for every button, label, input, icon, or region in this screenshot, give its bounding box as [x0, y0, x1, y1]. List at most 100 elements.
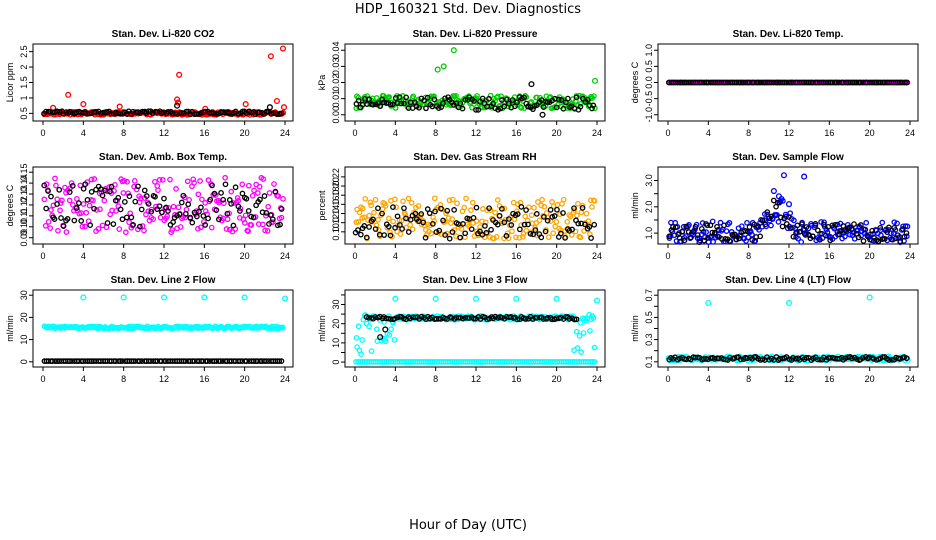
- data-point: [189, 219, 196, 226]
- data-point: [746, 224, 753, 230]
- data-point: [482, 223, 488, 229]
- data-point: [381, 232, 388, 238]
- data-point: [239, 181, 246, 188]
- data-point: [879, 236, 886, 242]
- data-point: [277, 221, 283, 228]
- data-point: [681, 237, 688, 244]
- data-point: [408, 199, 415, 206]
- y-tick-label: 0: [331, 360, 341, 365]
- data-point: [119, 358, 126, 364]
- data-point: [197, 178, 203, 184]
- data-point: [372, 196, 379, 203]
- data-point: [187, 214, 194, 221]
- data-point: [280, 196, 286, 202]
- x-tick-label: 16: [199, 128, 209, 138]
- data-point: [522, 316, 529, 322]
- data-point: [421, 222, 428, 229]
- data-point: [702, 234, 708, 241]
- y-axis-label: ml/min: [630, 315, 640, 342]
- data-point: [222, 181, 229, 188]
- data-point: [368, 202, 375, 209]
- y-tick-label: 0.1: [644, 356, 654, 369]
- data-point: [567, 213, 574, 220]
- data-point: [242, 212, 249, 219]
- data-point: [361, 214, 368, 221]
- data-point: [201, 219, 207, 225]
- data-point: [366, 96, 372, 103]
- y-tick-label: 0.14: [331, 205, 341, 223]
- data-point: [88, 188, 95, 195]
- data-point: [759, 217, 766, 224]
- data-point: [78, 218, 85, 224]
- x-tick-label: 0: [665, 251, 670, 261]
- data-point: [503, 233, 510, 239]
- series-reference: [666, 353, 910, 363]
- x-tick-label: 20: [865, 251, 875, 261]
- y-tick-label: 0.03: [331, 58, 341, 76]
- data-point: [542, 228, 549, 235]
- data-point: [198, 224, 204, 231]
- data-point: [851, 221, 857, 227]
- data-point: [690, 228, 697, 235]
- data-point: [833, 79, 840, 86]
- data-point: [221, 200, 227, 206]
- data-point: [431, 93, 437, 100]
- data-point: [152, 178, 158, 185]
- data-point: [780, 198, 786, 204]
- data-point: [718, 236, 725, 242]
- data-point: [834, 221, 841, 228]
- data-point: [372, 226, 379, 232]
- data-point: [855, 234, 862, 241]
- data-point: [886, 357, 892, 363]
- data-point: [156, 203, 163, 210]
- x-tick-label: 8: [121, 128, 126, 138]
- data-point: [666, 233, 673, 240]
- data-point: [444, 207, 451, 214]
- data-point: [42, 222, 49, 229]
- data-point: [405, 195, 412, 202]
- x-tick-label: 0: [665, 128, 670, 138]
- data-point: [116, 226, 123, 232]
- data-point: [451, 207, 457, 213]
- data-point: [573, 94, 580, 101]
- data-point: [390, 218, 396, 225]
- data-point: [237, 208, 243, 214]
- panel-title: Stan. Dev. Line 4 (LT) Flow: [725, 275, 851, 286]
- data-point: [575, 200, 581, 207]
- panel-line3: Stan. Dev. Line 3 Flow 0 10 20 30 ml/min 0 4 8 12…: [317, 275, 606, 384]
- data-point: [415, 203, 422, 209]
- data-point: [228, 200, 234, 207]
- data-point: [47, 225, 54, 231]
- data-point: [503, 96, 510, 103]
- data-point: [269, 216, 276, 223]
- data-point: [57, 207, 63, 214]
- x-tick-label: 20: [552, 128, 562, 138]
- data-point: [509, 228, 515, 235]
- data-point: [43, 205, 50, 212]
- x-tick-label: 8: [433, 128, 438, 138]
- data-point: [78, 210, 85, 216]
- data-point: [842, 233, 848, 240]
- data-point: [212, 192, 219, 198]
- x-tick-label: 0: [352, 374, 357, 384]
- data-point: [590, 102, 597, 109]
- data-point-outlier: [267, 53, 274, 60]
- data-point: [712, 229, 718, 236]
- data-point: [446, 235, 453, 242]
- data-point: [74, 196, 80, 202]
- data-point: [531, 204, 537, 211]
- data-point: [508, 222, 515, 228]
- data-point: [125, 190, 132, 197]
- data-point: [858, 222, 864, 228]
- data-point: [558, 230, 564, 237]
- data-point: [486, 95, 492, 102]
- y-tick-label: 0.01: [331, 90, 341, 108]
- data-point: [136, 223, 143, 230]
- data-point-outlier: [266, 104, 273, 111]
- data-point: [183, 210, 189, 217]
- data-point: [165, 109, 171, 115]
- data-point: [579, 204, 586, 211]
- data-point: [881, 235, 888, 242]
- data-point: [577, 103, 584, 110]
- data-point-outlier: [705, 299, 712, 307]
